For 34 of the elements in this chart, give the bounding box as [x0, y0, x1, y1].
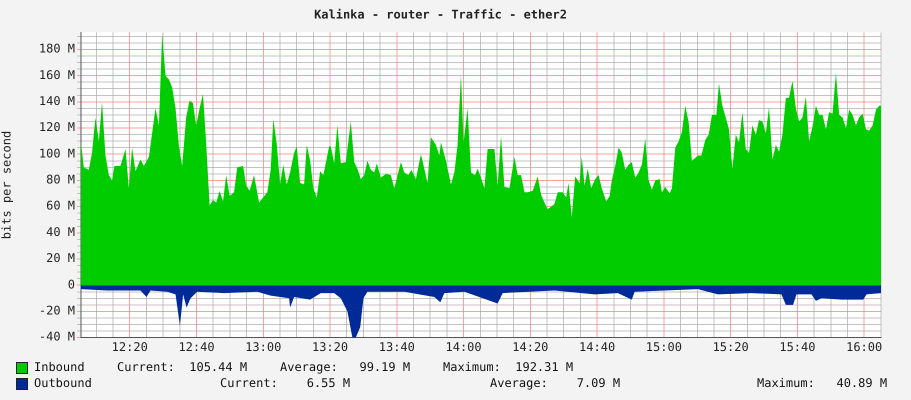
y-tick-label: 0: [68, 277, 75, 292]
y-tick-label: -20 M: [38, 304, 75, 318]
legend-label: Outbound: [34, 376, 92, 390]
x-tick-label: 14:00: [446, 340, 482, 354]
text: Current: 105.44 M: [117, 360, 248, 374]
x-tick-label: 15:00: [646, 340, 682, 354]
y-axis-title: bits per second: [0, 130, 14, 240]
x-tick-label: 13:20: [312, 340, 348, 354]
text: Maximum: 40.89 M: [757, 376, 888, 390]
x-tick-label: 13:40: [378, 340, 415, 354]
x-tick-label: 14:40: [579, 340, 616, 354]
y-tick-label: 40 M: [46, 224, 75, 239]
x-tick-label: 12:20: [112, 340, 148, 354]
y-tick-label: -40 M: [38, 330, 75, 344]
y-tick-label: 120 M: [38, 120, 75, 134]
y-tick-label: 100 M: [38, 146, 75, 160]
x-tick-label: 14:20: [512, 340, 548, 354]
text: Current: 6.55 M: [220, 376, 350, 390]
y-tick-label: 80 M: [46, 172, 75, 187]
y-tick-label: 20 M: [46, 251, 75, 266]
y-tick-label: 180 M: [38, 42, 75, 56]
x-tick-label: 15:40: [779, 340, 816, 354]
x-tick-label: 12:40: [178, 340, 215, 354]
x-tick-label: 13:00: [245, 340, 282, 354]
text: Maximum: 192.31 M: [443, 360, 574, 374]
text: Average: 99.19 M: [280, 360, 410, 374]
x-tick-label: 15:20: [712, 340, 749, 354]
chart-title: Kalinka - router - Traffic - ether2: [314, 7, 567, 22]
legend-label: Inbound: [34, 360, 85, 374]
x-tick-label: 16:00: [846, 340, 882, 354]
text: Average: 7.09 M: [490, 376, 620, 390]
y-tick-label: 60 M: [46, 198, 75, 213]
y-tick-label: 140 M: [38, 94, 75, 108]
y-tick-label: 160 M: [38, 68, 75, 82]
